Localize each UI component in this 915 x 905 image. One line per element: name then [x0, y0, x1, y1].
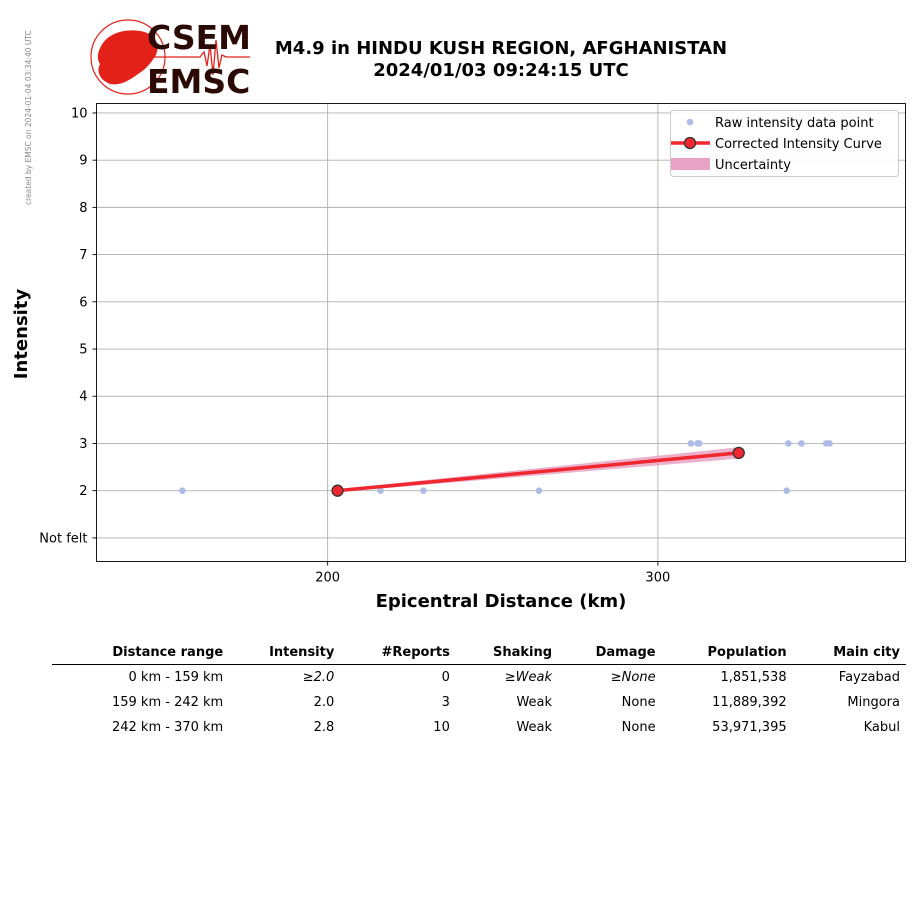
intensity-summary-table: Distance range Intensity #Reports Shakin… [52, 640, 906, 740]
legend-curve-marker [683, 136, 697, 150]
cell-shaking: Weak [516, 695, 553, 710]
cell-population: 1,851,538 [720, 670, 787, 685]
header-population: Population [661, 640, 793, 665]
raw-data-point [377, 487, 384, 494]
y-axis-label: Intensity [11, 289, 32, 380]
plot-frame [96, 103, 906, 562]
y-tick-label: 6 [79, 295, 87, 310]
y-tick-label: 5 [79, 343, 87, 358]
axis-ticks: Not felt 2 3 4 5 6 7 8 9 10 200 300 [39, 106, 670, 585]
y-tick-label: 7 [79, 248, 87, 263]
raw-data-point [179, 487, 186, 494]
cell-distance-range: 242 km - 370 km [111, 720, 224, 735]
cell-damage: None [621, 720, 656, 735]
cell-population: 53,971,395 [712, 720, 787, 735]
x-axis-label: Epicentral Distance (km) [376, 591, 627, 612]
cell-distance-range: 159 km - 242 km [111, 695, 224, 710]
legend-curve-label: Corrected Intensity Curve [715, 137, 882, 152]
cell-distance-range: 0 km - 159 km [128, 670, 224, 685]
y-tick-label: 3 [79, 437, 87, 452]
header-main-city: Main city [792, 640, 906, 665]
table-header-row: Distance range Intensity #Reports Shakin… [52, 640, 906, 665]
cell-damage: None [621, 695, 656, 710]
cell-reports: 3 [441, 695, 450, 710]
header-reports: #Reports [340, 640, 456, 665]
cell-damage: ≥None [610, 670, 656, 685]
y-tick-label: Not felt [39, 531, 87, 546]
raw-data-point [687, 440, 695, 447]
cell-shaking: ≥Weak [504, 670, 553, 685]
raw-points-layer [179, 440, 833, 494]
y-tick-label: 9 [79, 154, 87, 169]
table-row: 242 km - 370 km 2.8 10 Weak None 53,971,… [52, 715, 906, 740]
raw-data-point [535, 487, 543, 494]
legend-raw-label: Raw intensity data point [715, 116, 874, 131]
cell-shaking: Weak [516, 720, 553, 735]
raw-data-point [798, 440, 805, 447]
legend: Raw intensity data point Corrected Inten… [670, 110, 899, 177]
y-tick-label: 4 [79, 390, 87, 405]
cell-intensity: 2.8 [313, 720, 335, 735]
corrected-curve-point [331, 484, 344, 497]
chart-title: M4.9 in HINDU KUSH REGION, AFGHANISTAN 2… [255, 38, 747, 82]
legend-uncertainty-label: Uncertainty [715, 158, 791, 173]
cell-reports: 0 [441, 670, 450, 685]
title-line-1: M4.9 in HINDU KUSH REGION, AFGHANISTAN [274, 38, 728, 59]
cell-reports: 10 [433, 720, 450, 735]
corrected-curve-point [732, 446, 745, 460]
cell-population: 11,889,392 [712, 695, 787, 710]
chart: CSEM EMSC Not felt 2 3 4 5 6 7 8 9 10 200 300 Epice… [11, 18, 906, 612]
legend-frame [670, 110, 899, 177]
header-distance-range: Distance range [52, 640, 230, 665]
raw-data-point [826, 440, 833, 447]
logo-text-emsc: EMSC [147, 62, 250, 101]
logo-continents [97, 30, 158, 85]
cell-main-city: Kabul [863, 720, 900, 735]
cell-intensity: ≥2.0 [302, 670, 335, 685]
cell-main-city: Mingora [847, 695, 900, 710]
header-shaking: Shaking [455, 640, 559, 665]
x-tick-label: 300 [645, 571, 670, 586]
corrected-curve-line [337, 451, 739, 493]
logo-seismogram [128, 39, 250, 76]
raw-data-point [420, 487, 427, 494]
raw-data-point [784, 440, 792, 447]
table-row: 0 km - 159 km ≥2.0 0 ≥Weak ≥None 1,851,5… [52, 665, 906, 691]
cell-main-city: Fayzabad [838, 670, 900, 685]
corrected-curve-layer [331, 446, 745, 497]
y-tick-label: 2 [79, 484, 87, 499]
cell-intensity: 2.0 [313, 695, 335, 710]
title-line-2: 2024/01/03 09:24:15 UTC [373, 60, 629, 81]
logo-text-csem: CSEM [147, 18, 251, 57]
y-tick-label: 8 [79, 201, 87, 216]
emsc-logo: CSEM EMSC [90, 18, 251, 101]
y-tick-label: 10 [71, 106, 88, 121]
raw-data-point [695, 440, 703, 447]
x-tick-label: 200 [315, 571, 340, 586]
header-damage: Damage [558, 640, 662, 665]
table-row: 159 km - 242 km 2.0 3 Weak None 11,889,3… [52, 690, 906, 715]
raw-data-point [783, 487, 790, 494]
legend-raw-marker [686, 118, 694, 126]
legend-uncertainty-swatch [671, 158, 710, 170]
header-intensity: Intensity [229, 640, 341, 665]
